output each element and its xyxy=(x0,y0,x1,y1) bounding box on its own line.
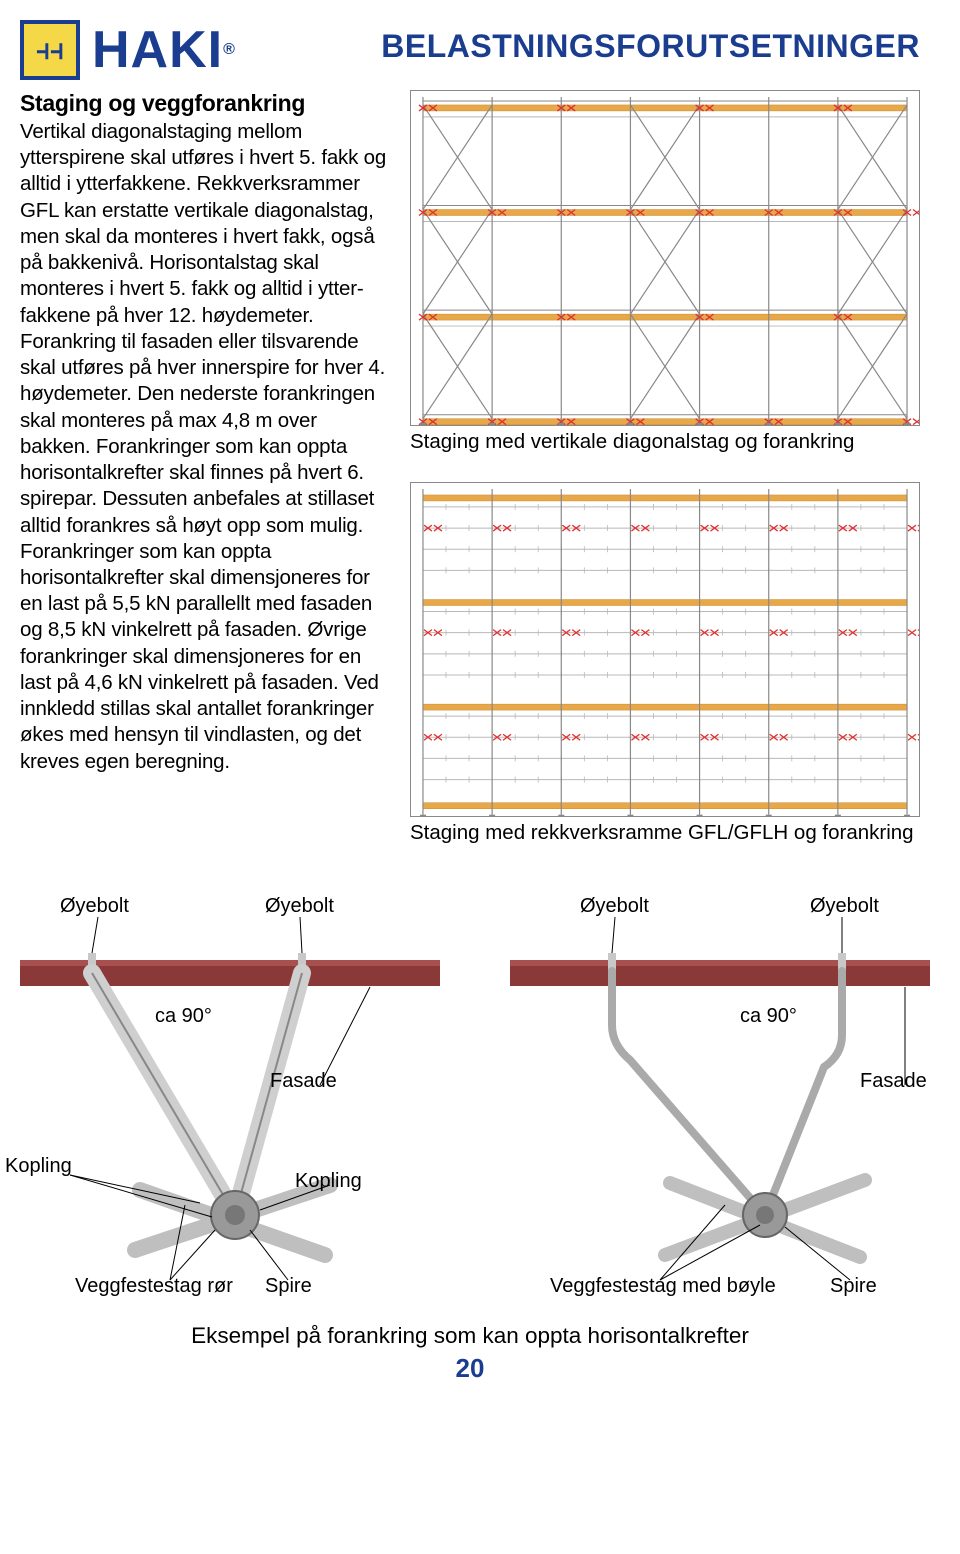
label-oyebolt: Øyebolt xyxy=(265,895,334,918)
label-oyebolt: Øyebolt xyxy=(810,895,879,918)
label-kopling: Kopling xyxy=(5,1155,72,1178)
label-spire: Spire xyxy=(265,1275,312,1298)
logo-glyph: ⫞⫞ xyxy=(36,34,64,67)
label-ca90: ca 90° xyxy=(740,1005,797,1028)
label-ca90: ca 90° xyxy=(155,1005,212,1028)
caption-1: Staging med vertikale diagonalstag og fo… xyxy=(410,430,920,454)
scaffold-diagram-1 xyxy=(410,90,920,426)
scaffold-diagram-2 xyxy=(410,482,920,818)
bottom-caption: Eksempel på forankring som kan oppta hor… xyxy=(20,1323,920,1349)
label-veggfestestag-boyle: Veggfestestag med bøyle xyxy=(550,1275,776,1298)
section-heading: Staging og veggforankring xyxy=(20,90,390,117)
label-spire: Spire xyxy=(830,1275,877,1298)
anchor-figure-right: Øyebolt Øyebolt ca 90° Fasade Spire Vegg… xyxy=(510,895,920,1315)
anchor-figure-left: Øyebolt Øyebolt ca 90° Fasade Kopling Ko… xyxy=(20,895,430,1315)
logo-text: HAKI® xyxy=(92,20,236,80)
label-veggfestestag-ror: Veggfestestag rør xyxy=(75,1275,233,1298)
caption-2: Staging med rekkverksramme GFL/GFLH og f… xyxy=(410,821,920,845)
label-fasade: Fasade xyxy=(270,1070,337,1093)
body-text: Vertikal diagonalstaging mellom ytterspi… xyxy=(20,119,390,775)
logo-mark: ⫞⫞ xyxy=(20,20,80,80)
label-oyebolt: Øyebolt xyxy=(60,895,129,918)
page-title: BELASTNINGSFORUTSETNINGER xyxy=(248,28,920,65)
page-number: 20 xyxy=(20,1353,920,1384)
label-oyebolt: Øyebolt xyxy=(580,895,649,918)
label-fasade: Fasade xyxy=(860,1070,927,1093)
label-kopling: Kopling xyxy=(295,1170,362,1193)
